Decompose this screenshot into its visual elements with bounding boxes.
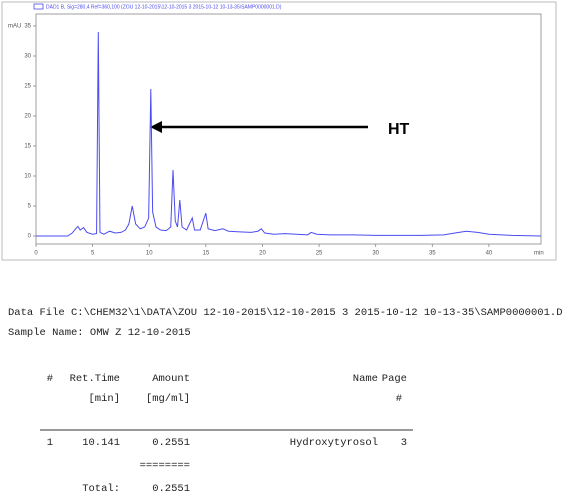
trace xyxy=(36,31,542,237)
x-tick-label: 20 xyxy=(259,251,266,257)
table-cell: 0.2551 xyxy=(152,437,190,449)
column-unit: [min] xyxy=(88,393,120,405)
arrow-head xyxy=(150,121,162,133)
total-rule: ======== xyxy=(140,460,190,472)
plot-frame xyxy=(35,13,542,245)
column-unit: # xyxy=(396,393,402,405)
x-axis-label: min xyxy=(534,251,544,257)
table-cell: 10.141 xyxy=(82,437,120,449)
total-label: Total: xyxy=(82,483,120,493)
column-title: Name xyxy=(353,373,378,385)
x-tick-label: 40 xyxy=(486,251,493,257)
column-title: Page xyxy=(382,373,407,385)
y-tick-label: 10 xyxy=(24,174,31,180)
y-tick-label: 35 xyxy=(24,24,31,30)
legend-swatch xyxy=(33,3,44,10)
x-tick-label: 30 xyxy=(372,251,379,257)
x-tick-label: 0 xyxy=(34,251,38,257)
sample-name: Sample Name: OMW Z 12-10-2015 xyxy=(8,327,191,339)
chart-border xyxy=(1,1,557,261)
column-title: Ret.Time xyxy=(70,373,120,385)
x-tick-label: 15 xyxy=(202,251,209,257)
y-tick-label: 25 xyxy=(24,84,31,90)
y-tick-label: 30 xyxy=(24,54,31,60)
column-unit: [mg/ml] xyxy=(146,393,190,405)
y-tick-label: 15 xyxy=(24,144,31,150)
x-tick-label: 5 xyxy=(91,251,95,257)
y-tick-label: 5 xyxy=(28,204,32,210)
y-tick-label: 0 xyxy=(28,234,32,240)
column-title: # xyxy=(47,373,53,385)
y-axis-label: mAU xyxy=(8,24,21,30)
x-tick-label: 25 xyxy=(316,251,323,257)
y-tick-label: 20 xyxy=(24,114,31,120)
table-cell: 3 xyxy=(401,437,407,449)
x-tick-label: 35 xyxy=(429,251,436,257)
x-tick-label: 10 xyxy=(146,251,153,257)
annotation: HT xyxy=(388,121,410,138)
table-cell: 1 xyxy=(47,437,53,449)
column-title: Amount xyxy=(152,373,190,385)
table-cell: Hydroxytyrosol xyxy=(290,437,378,449)
chart-title: DAD1 B, Sig=280,4 Ref=360,100 (ZOU 12-10… xyxy=(46,4,282,10)
total-value: 0.2551 xyxy=(152,483,190,493)
data-file: Data File C:\CHEM32\1\DATA\ZOU 12-10-201… xyxy=(8,307,563,319)
